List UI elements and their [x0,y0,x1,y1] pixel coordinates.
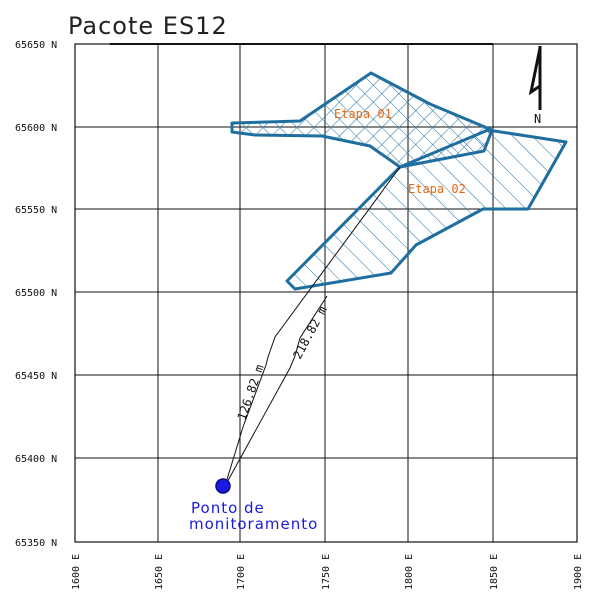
north-label: N [534,112,541,126]
distance-lines [224,166,401,487]
distance-line-218 [224,295,328,487]
distance-label-126: 126.82 m [235,363,267,422]
y-tick-label: 65450 N [15,371,57,382]
y-tick-label: 65550 N [15,205,57,216]
map-title: Pacote ES12 [68,12,228,40]
monitoring-point-label-line1: Ponto de [191,499,265,517]
monitoring-point-marker[interactable] [215,478,231,494]
x-tick-label: 1600 E [71,554,82,590]
x-tick-label: 1800 E [404,554,415,590]
x-tick-label: 1700 E [236,554,247,590]
y-tick-label: 65400 N [15,454,57,465]
x-tick-label: 1900 E [573,554,584,590]
y-tick-label: 65350 N [15,538,57,549]
north-arrow: N [528,46,542,126]
distance-label-218: 218.82 m [290,304,329,362]
x-tick-label: 1750 E [321,554,332,590]
etapa-02-area[interactable] [285,128,568,291]
y-tick-label: 65600 N [15,123,57,134]
distance-line-126 [224,166,401,487]
etapa-02-label: Etapa 02 [408,182,466,196]
x-tick-label: 1850 E [489,554,500,590]
y-axis-labels: 65650 N 65600 N 65550 N 65500 N 65450 N … [15,40,57,549]
x-tick-label: 1650 E [154,554,165,590]
etapa-01-area[interactable] [230,71,494,169]
monitoring-point-label-line2: monitoramento [189,515,318,533]
etapa-01-label: Etapa 01 [334,107,392,121]
y-tick-label: 65500 N [15,288,57,299]
y-tick-label: 65650 N [15,40,57,51]
x-axis-labels: 1600 E 1650 E 1700 E 1750 E 1800 E 1850 … [71,554,584,590]
